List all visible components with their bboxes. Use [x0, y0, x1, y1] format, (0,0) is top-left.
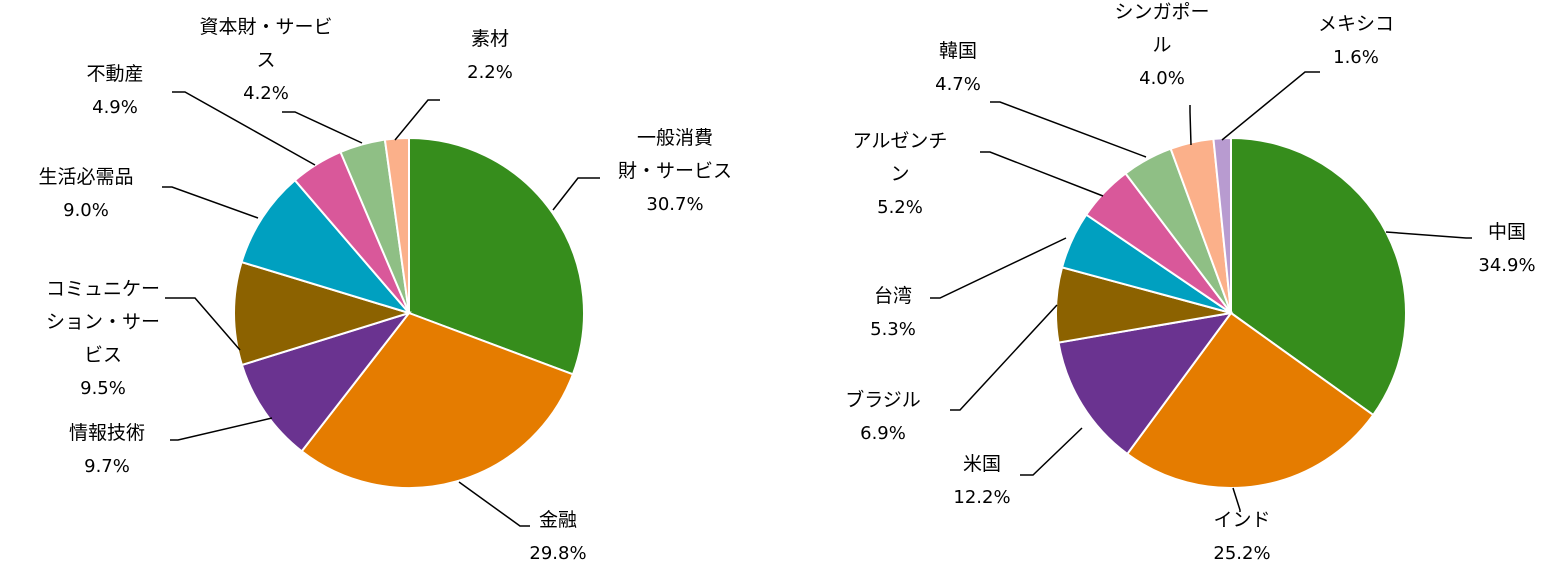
slice-label: 資本財・サービス — [199, 16, 332, 71]
pie-slice — [240, 311, 412, 453]
leader-line — [1232, 487, 1241, 512]
leader-line — [162, 186, 259, 219]
slice-value-label: 25.2% — [1213, 543, 1270, 564]
leader-line — [1221, 71, 1320, 141]
slice-label-line: ビス — [84, 344, 122, 366]
slice-label-line: 情報技術 — [69, 422, 145, 444]
leader-line — [165, 297, 241, 351]
leader-line — [930, 237, 1067, 299]
slice-label-line: アルゼンチ — [853, 130, 948, 152]
slice-label-line: ル — [1152, 34, 1171, 56]
slice-label-line: ブラジル — [845, 388, 921, 411]
slice-value-label: 1.6% — [1333, 47, 1379, 68]
slice-label: シンガポール — [1114, 1, 1209, 56]
slice-label: アルゼンチン — [853, 130, 948, 185]
slice-value-label: 29.8% — [529, 543, 586, 564]
slice-value-label: 4.0% — [1139, 68, 1185, 89]
country-pie-chart: 中国 34.9% インド 25.2% 米国 12.2% ブラジル 6.9% 台湾 5.3% アルゼン… — [845, 1, 1535, 564]
slice-label: 情報技術 — [69, 422, 145, 444]
leader-line — [1189, 105, 1192, 146]
slice-value-label: 9.7% — [84, 456, 130, 477]
slice-label: 金融 — [539, 509, 577, 531]
slice-label: 韓国 — [939, 40, 977, 62]
leader-line — [990, 101, 1147, 158]
pie-slice — [240, 178, 413, 315]
slice-value-label: 4.9% — [92, 97, 138, 118]
slice-value-label: 9.5% — [80, 378, 126, 399]
slice-label-line: メキシコ — [1318, 13, 1394, 35]
slice-label: 台湾 — [874, 285, 912, 307]
slice-value-label: 2.2% — [467, 62, 513, 83]
leader-line — [458, 481, 530, 527]
leader-line — [282, 111, 363, 144]
slice-value-label: 5.2% — [877, 197, 923, 218]
slice-value-label: 12.2% — [953, 487, 1010, 508]
slice-label-line: ション・サー — [46, 311, 160, 333]
sector-pie-chart: 一般消費財・サービス 30.7% 金融 29.8% 情報技術 9.7% コミュニケーション・… — [38, 16, 732, 564]
slice-label: 生活必需品 — [38, 166, 133, 188]
slice-value-label: 9.0% — [63, 200, 109, 221]
slice-value-label: 4.7% — [935, 74, 981, 95]
leader-line — [170, 417, 273, 441]
slice-label: 不動産 — [86, 63, 143, 85]
slice-label-line: 財・サービス — [618, 160, 732, 182]
pie-slice — [1212, 136, 1232, 314]
pie-slice — [1230, 136, 1407, 417]
slice-label: ブラジル — [845, 388, 921, 411]
slice-label-line: 米国 — [963, 453, 1001, 475]
slice-label-line: 素材 — [471, 28, 509, 50]
slice-label-line: インド — [1213, 509, 1270, 531]
leader-line — [980, 151, 1104, 197]
leader-line — [950, 304, 1058, 411]
slice-label: 中国 — [1488, 221, 1526, 243]
slice-label-line: ス — [256, 49, 275, 71]
leader-line — [172, 91, 316, 166]
slice-label-line: 一般消費 — [637, 127, 713, 149]
pie-slice — [233, 260, 413, 367]
leader-line — [394, 99, 440, 141]
slice-label: 米国 — [963, 453, 1001, 475]
leader-line — [1020, 427, 1083, 476]
pie-slice — [408, 136, 585, 376]
leader-line — [1385, 231, 1472, 239]
slice-label-line: 生活必需品 — [38, 166, 133, 188]
slice-value-label: 6.9% — [860, 423, 906, 444]
slice-value-label: 5.3% — [870, 319, 916, 340]
slice-label-line: 不動産 — [86, 63, 143, 85]
pie-slice — [300, 311, 575, 489]
slice-label-line: 台湾 — [874, 285, 912, 307]
pie-slice — [1125, 311, 1375, 489]
slice-label-line: 金融 — [539, 509, 577, 531]
slice-label-line: コミュニケー — [46, 278, 160, 300]
slice-label-line: 中国 — [1488, 221, 1526, 243]
pie-slice — [1057, 311, 1234, 456]
slice-label: 素材 — [471, 28, 509, 50]
slice-label-line: 韓国 — [939, 40, 977, 62]
slice-value-label: 30.7% — [646, 194, 703, 215]
slice-value-label: 4.2% — [243, 83, 289, 104]
leader-line — [552, 177, 600, 211]
slice-label-line: 資本財・サービ — [199, 16, 332, 38]
slice-label: メキシコ — [1318, 13, 1394, 35]
slice-label: コミュニケーション・サービス — [46, 278, 160, 366]
slice-label: 一般消費財・サービス — [618, 127, 732, 182]
slice-label-line: ン — [890, 163, 909, 185]
slice-value-label: 34.9% — [1478, 255, 1535, 276]
slice-label-line: シンガポー — [1114, 1, 1209, 23]
slice-label: インド — [1213, 509, 1270, 531]
